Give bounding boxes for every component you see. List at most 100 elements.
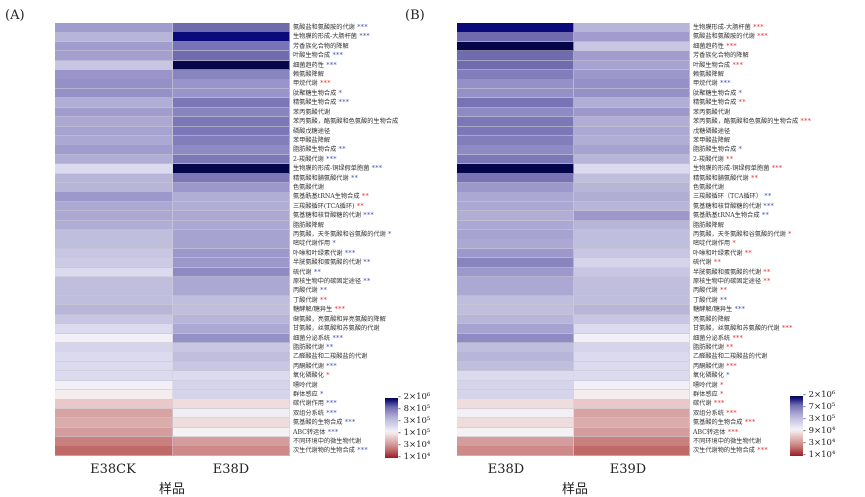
heatmap-cell <box>457 51 574 61</box>
significance-stars: *** <box>323 399 337 408</box>
row-label: 氨基糖和核苷酸糖的代谢 *** <box>293 211 374 220</box>
heatmap-cell <box>573 295 690 306</box>
row-label-text: 细菌分泌系统 <box>693 334 731 342</box>
row-label: 生物膜的形成-铜绿假单胞菌 *** <box>693 164 782 173</box>
row-label: 脂肪酸生物合成 ** <box>293 145 346 154</box>
significance-stars: * <box>785 230 792 239</box>
row-label: 肽聚糖生物合成 * <box>693 89 742 98</box>
significance-stars: ** <box>717 286 728 295</box>
row-label: 糖酵解/糖异生 *** <box>293 305 345 314</box>
row-label-text: 磷酸戊糖途径 <box>293 127 331 135</box>
row-label-text: 氨基酰基tRNA生物合成 <box>693 212 760 220</box>
heatmap-cell <box>457 201 574 212</box>
heatmap-cell <box>172 239 290 250</box>
row-label: 嘧啶代谢作用 * <box>293 239 336 248</box>
heatmap-cell <box>573 258 690 268</box>
row-label-text: 氨基糖和核苷酸糖的代谢 <box>693 202 762 210</box>
row-label-text: 赖氨酸降解 <box>693 71 724 79</box>
heatmap-cell <box>457 305 574 315</box>
row-label-text: 乙醛酸盐和二羧酸盐的代谢 <box>293 353 368 361</box>
column-label: E39D <box>609 462 647 477</box>
heatmap-cell <box>55 126 173 137</box>
row-label-text: 脂肪酸降解 <box>293 221 324 229</box>
heatmap-cell <box>457 352 574 362</box>
row-label-text: 细菌分泌系统 <box>293 334 331 342</box>
heatmap-cell <box>457 173 574 184</box>
row-label-text: 2-羧酸代谢 <box>693 155 724 163</box>
row-label: 丁酸代谢 ** <box>693 296 727 305</box>
heatmap-cell <box>172 258 290 268</box>
heatmap-cell <box>55 380 173 391</box>
heatmap-cell <box>457 333 574 344</box>
heatmap-cell <box>172 117 290 127</box>
heatmap-cell <box>573 427 690 438</box>
row-label-text: 苯丙氨酸，酪氨酸和色氨酸的生物合成 <box>693 118 799 126</box>
row-label: 丙酸代谢 ** <box>293 286 327 295</box>
row-label: 色氨酸代谢 <box>293 183 324 192</box>
row-label: 氨酸盐和氨酸胺的代谢 *** <box>693 32 768 41</box>
significance-stars: *** <box>332 305 346 314</box>
heatmap-cell <box>573 23 690 33</box>
row-label: 精氨酸和脯氨酸代谢 ** <box>293 174 358 183</box>
row-label-text: 芳香族化合物的降解 <box>693 52 749 60</box>
heatmap-cell <box>172 70 290 80</box>
row-label: 次生代谢物的生物合成 *** <box>293 446 368 455</box>
row-label: 细菌趋药性 *** <box>293 61 337 70</box>
heatmap-cell <box>55 70 173 80</box>
heatmap-cell <box>573 117 690 127</box>
significance-stars: *** <box>717 79 731 88</box>
row-label: 甲烷代谢 *** <box>693 79 731 88</box>
row-label-text: 氧化磷酸化 <box>693 372 724 380</box>
colorbar-tick-label: - 3×10⁴ <box>398 440 431 450</box>
heatmap-cell <box>172 418 290 428</box>
heatmap-cell <box>573 342 690 353</box>
row-label: 次生代谢物的生物合成 *** <box>693 446 768 455</box>
significance-stars: *** <box>723 408 737 417</box>
row-label: ABC转运体 *** <box>293 428 338 437</box>
row-label-text: 脂肪酸代谢 <box>693 343 724 351</box>
heatmap-cell <box>573 41 690 52</box>
heatmap-cell <box>55 220 173 231</box>
heatmap-cell <box>573 399 690 409</box>
heatmap-cell <box>172 192 290 202</box>
significance-stars: *** <box>723 361 737 370</box>
row-label-text: 肽聚糖生物合成 <box>293 89 337 97</box>
significance-stars: *** <box>754 32 768 41</box>
row-label: 苯甲酸盐降解 <box>293 136 330 145</box>
heatmap-cell <box>172 41 290 52</box>
row-label: 脂肪酸生物合成 * <box>693 145 742 154</box>
heatmap-cell <box>457 239 574 250</box>
significance-stars: *** <box>798 117 812 126</box>
heatmap-cell <box>172 23 290 33</box>
heatmap-cell <box>573 314 690 325</box>
heatmap-cell <box>172 79 290 90</box>
row-label: 双组分系统 *** <box>293 409 337 418</box>
row-label: 丙酸代谢 ** <box>693 286 727 295</box>
heatmap-cell <box>573 211 690 221</box>
heatmap-cell <box>55 230 173 240</box>
colorbar-tick-label: - 1×10⁴ <box>398 452 431 462</box>
row-label-text: 嘌呤代谢 <box>293 381 318 389</box>
significance-stars: ** <box>742 248 752 257</box>
significance-stars: *** <box>730 333 744 342</box>
row-label-text: 氨基酰基tRNA生物合成 <box>293 193 360 201</box>
heatmap-cell <box>573 107 690 118</box>
heatmap-cell <box>573 192 690 202</box>
row-label-text: 硫代谢 <box>693 259 712 267</box>
row-label-text: 脂肪酸生物合成 <box>693 146 737 154</box>
heatmap-cell <box>172 135 290 146</box>
heatmap-cell <box>457 98 574 108</box>
row-label: 卟啉和叶绿素代谢 *** <box>293 249 356 258</box>
significance-stars: *** <box>354 23 368 31</box>
heatmap-cell <box>55 192 173 202</box>
row-label-text: 生物膜的形成-铜绿假单胞菌 <box>693 165 770 173</box>
heatmap-cell <box>457 164 574 174</box>
significance-stars: *** <box>761 201 775 210</box>
heatmap-cell <box>457 192 574 202</box>
heatmap-cell <box>457 230 574 240</box>
heatmap-cell <box>457 437 574 447</box>
row-label: 脂肪酸代谢 ** <box>693 343 733 352</box>
row-label-text: 苯丙氨酸代谢 <box>693 108 731 116</box>
heatmap-cell <box>55 446 173 457</box>
heatmap-cell <box>55 201 173 212</box>
